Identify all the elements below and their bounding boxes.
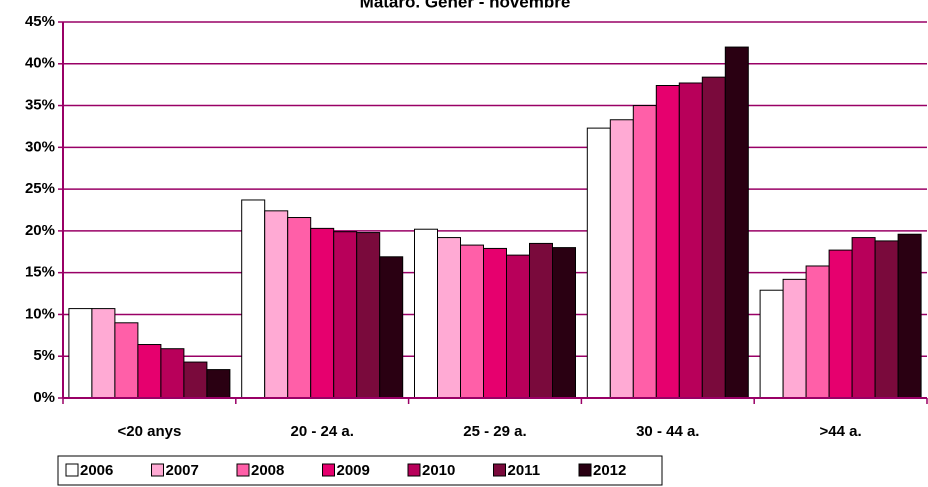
legend-label: 2012 (593, 462, 626, 479)
x-tick-label: <20 anys (117, 423, 181, 440)
legend-label: 2009 (337, 462, 370, 479)
bar (529, 242, 553, 399)
bar (414, 228, 438, 399)
legend-swatch (322, 463, 335, 477)
bar (483, 247, 507, 399)
bar (552, 247, 576, 399)
y-tick-label: 30% (25, 138, 55, 155)
bar (183, 361, 208, 399)
x-tick-label: 20 - 24 a. (291, 423, 354, 440)
bar (782, 278, 807, 399)
bar (287, 217, 312, 399)
bar (655, 85, 680, 399)
y-tick-label: 10% (25, 305, 55, 322)
bar (586, 127, 611, 399)
legend-swatch (493, 463, 506, 477)
x-tick-label: 25 - 29 a. (463, 423, 526, 440)
bar (137, 344, 162, 399)
bar (356, 232, 381, 399)
bar (701, 76, 726, 399)
y-tick-label: 20% (25, 222, 55, 239)
bar (114, 322, 139, 399)
legend-swatch (65, 463, 79, 477)
bar (805, 265, 830, 399)
bar (851, 237, 876, 399)
chart-title: Mataró. Gener - novembre (360, 0, 571, 11)
bar (897, 233, 922, 399)
bar (68, 308, 93, 399)
y-tick-label: 40% (25, 55, 55, 72)
legend-label: 2006 (80, 462, 113, 479)
y-tick-label: 35% (25, 97, 55, 114)
legend-label: 2008 (251, 462, 284, 479)
bar (678, 82, 703, 399)
y-tick-label: 25% (25, 180, 55, 197)
bar (609, 119, 634, 399)
legend-swatch (236, 463, 250, 477)
bar (241, 199, 266, 399)
legend-label: 2011 (508, 462, 541, 479)
bar (333, 231, 358, 399)
y-tick-label: 0% (33, 389, 55, 406)
bar (264, 210, 289, 399)
bar (91, 308, 116, 399)
legend-swatch (578, 463, 592, 477)
bar (724, 46, 749, 399)
legend-label: 2007 (166, 462, 199, 479)
bar (160, 348, 185, 399)
bar (310, 227, 335, 399)
legend-label: 2010 (422, 462, 455, 479)
bar (460, 244, 484, 399)
x-tick-label: >44 a. (820, 423, 862, 440)
y-tick-label: 45% (25, 13, 55, 30)
bar (828, 249, 853, 399)
bar (632, 105, 657, 399)
bar (759, 289, 784, 399)
legend-swatch (151, 463, 164, 477)
bar (506, 254, 530, 399)
legend-swatch (407, 463, 421, 477)
bar (874, 240, 899, 399)
bar (379, 256, 404, 399)
y-tick-label: 15% (25, 264, 55, 281)
bar (206, 369, 231, 399)
x-tick-label: 30 - 44 a. (636, 423, 699, 440)
y-tick-label: 5% (33, 347, 55, 364)
bar (437, 237, 461, 399)
